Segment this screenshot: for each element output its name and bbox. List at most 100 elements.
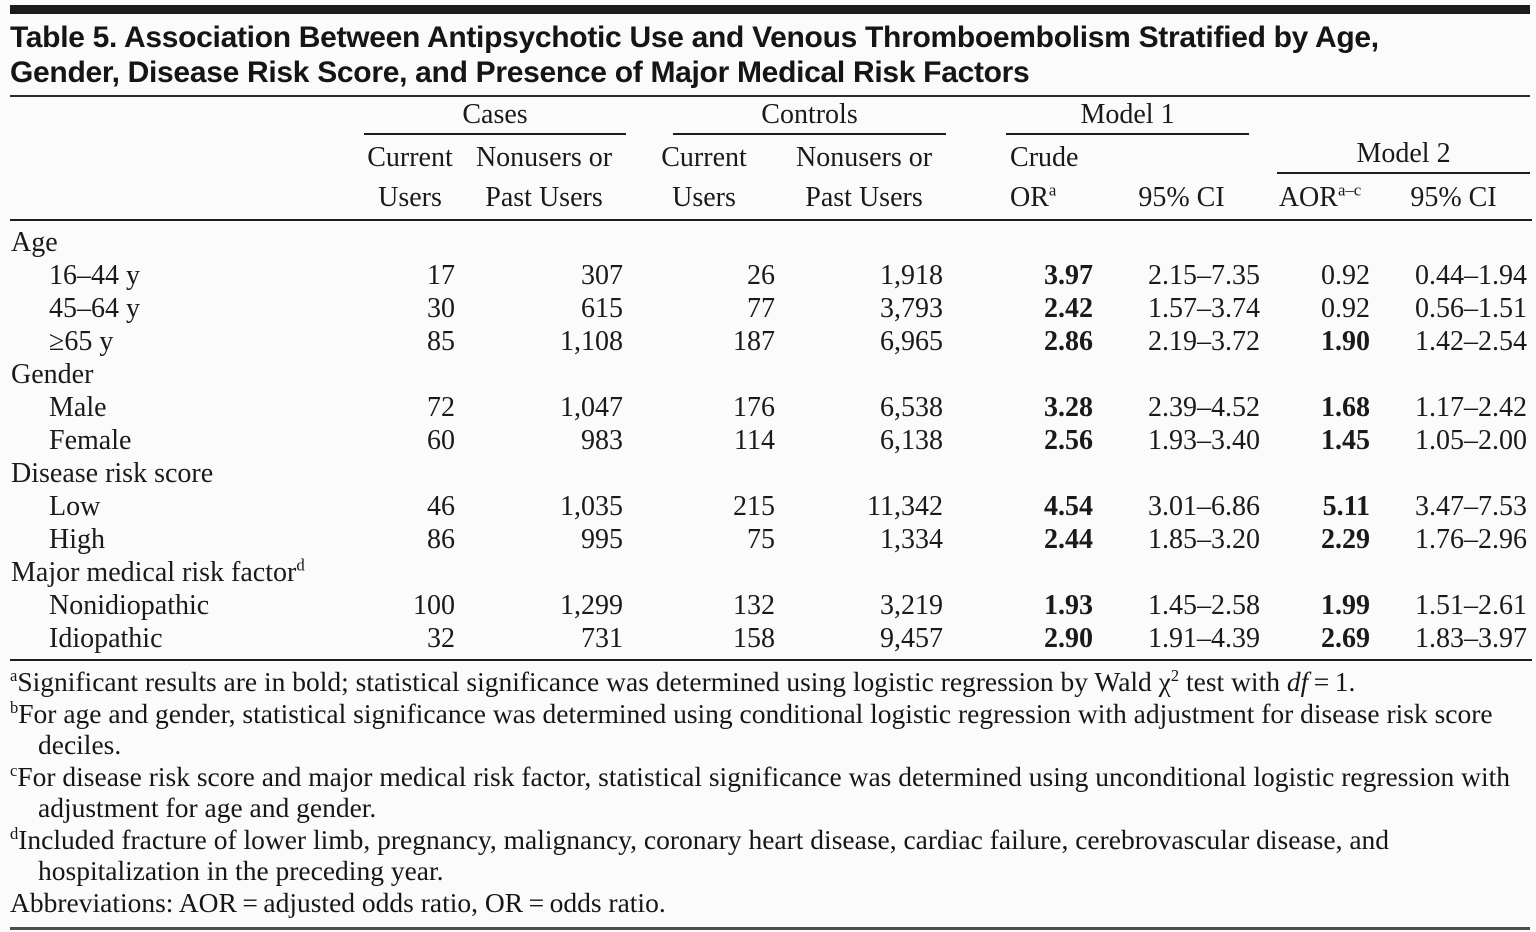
footnote-superscript: d [10,823,19,843]
data-cell: 3.01–6.86 [1148,491,1261,522]
col-header-cases-current-2: Users [360,174,460,221]
column-group-model1: Model 1 [948,97,1265,135]
column-group-controls: Controls [628,97,948,135]
col-header-controls-current: Current [661,142,747,173]
or-label: OR [1010,182,1049,213]
data-cell: 4.54 [1044,491,1094,522]
data-cell: 3.97 [1044,260,1094,291]
data-cell: 26 [747,260,776,291]
data-cell: 1,035 [560,491,624,522]
footnote-marker-a: a [1048,180,1057,200]
col-header-cases-nonusers: Nonusers or [475,142,613,173]
col-header-ci-model1: 95% CI [1098,174,1266,221]
cases-label: Cases [462,99,528,130]
data-cell: 1,334 [880,524,944,555]
data-cell: 1.42–2.54 [1415,326,1528,357]
table-row: 16–44 y 17 307 26 1,918 3.97 2.15–7.35 0.92 0.44… [10,259,1532,292]
data-cell: 2.29 [1321,524,1371,555]
row-group-label: Age [11,227,58,258]
data-cell: 3,219 [880,590,944,621]
data-cell: 3.47–7.53 [1415,491,1528,522]
data-cell: 0.92 [1321,260,1371,291]
footnote-line: bFor age and gender, statistical signifi… [10,697,1493,761]
data-cell: 1,108 [560,326,624,357]
table-row: Nonidiopathic 100 1,299 132 3,219 1.93 1.45–2.… [10,589,1532,622]
results-table: Cases Controls Model 1 Current Nonusers … [10,97,1533,661]
table-row: ≥65 y 85 1,108 187 6,965 2.86 2.19–3.72 1.90 1.4… [10,325,1532,358]
stub-header [10,135,360,174]
data-cell: 100 [413,590,455,621]
footnotes: aSignificant results are in bold; statis… [10,666,1532,918]
header-spacer [1098,135,1265,174]
document-page: Table 5. Association Between Antipsychot… [0,5,1536,930]
controls-label: Controls [761,99,858,130]
data-cell: 60 [427,425,455,456]
data-cell: 2.19–3.72 [1148,326,1261,357]
col-header-controls-nonusers-2: Past Users [780,174,949,221]
model1-label: Model 1 [1080,99,1175,130]
col-header-controls-nonusers: Nonusers or [795,142,933,173]
data-cell: 1.85–3.20 [1148,524,1261,555]
data-cell: 75 [747,524,776,555]
data-cell: 5.11 [1322,491,1371,522]
footnote-superscript: a [10,665,18,685]
row-label: High [49,524,105,555]
table-body: Age 16–44 y 17 307 26 1,918 3.97 2.15–7.35 0.92 0… [10,220,1532,660]
col-header-cases-current: Current [367,142,453,173]
title-rule [10,95,1530,97]
table-title: Table 5. Association Between Antipsychot… [10,20,1530,90]
table-row: Idiopathic 32 731 158 9,457 2.90 1.91–4.39 2.69… [10,622,1532,660]
data-cell: 2.42 [1044,293,1094,324]
data-cell: 1.99 [1321,590,1371,621]
data-cell: 30 [427,293,455,324]
footnote-marker-d: d [296,555,305,575]
data-cell: 307 [581,260,624,291]
stub-header [10,97,360,135]
column-group-cases: Cases [360,97,628,135]
col-header-ci-model2: 95% CI [1375,174,1533,221]
data-cell: 77 [747,293,776,324]
footnote-line: Abbreviations: AOR = adjusted odds ratio… [10,886,666,918]
data-cell: 17 [427,260,455,291]
data-cell: 1.17–2.42 [1415,392,1528,423]
data-cell: 615 [581,293,624,324]
row-label: Idiopathic [49,623,163,654]
data-cell: 0.44–1.94 [1415,260,1528,291]
data-cell: 2.69 [1321,623,1371,654]
data-cell: 995 [581,524,624,555]
col-header-crude-or: ORa [948,174,1099,221]
col-header-controls-current-2: Users [628,174,781,221]
row-label: 45–64 y [49,293,140,324]
data-cell: 72 [427,392,455,423]
table-row: Female 60 983 114 6,138 2.56 1.93–3.40 1.45 1.05… [10,424,1532,457]
data-cell: 1.51–2.61 [1415,590,1528,621]
table-title-line1: Table 5. Association Between Antipsychot… [10,21,1379,54]
data-cell: 1.76–2.96 [1415,524,1528,555]
data-cell: 2.39–4.52 [1148,392,1261,423]
data-cell: 3.28 [1044,392,1094,423]
data-cell: 1.93–3.40 [1148,425,1261,456]
data-cell: 6,965 [880,326,944,357]
footnote-superscript: c [10,760,18,780]
col-header-crude: Crude [1010,142,1079,173]
top-rule [10,5,1530,14]
data-cell: 32 [427,623,455,654]
data-cell: 132 [733,590,776,621]
data-cell: 1,299 [560,590,624,621]
data-cell: 3,793 [880,293,944,324]
table-row: Male 72 1,047 176 6,538 3.28 2.39–4.52 1.68 1.17… [10,391,1532,424]
row-label: ≥65 y [49,326,114,357]
header-spacer [1265,97,1532,135]
data-cell: 1.57–3.74 [1148,293,1261,324]
data-cell: 2.90 [1044,623,1094,654]
footnote-line: dIncluded fracture of lower limb, pregna… [10,823,1390,887]
header-group-row: Cases Controls Model 1 [10,97,1532,135]
data-cell: 2.56 [1044,425,1094,456]
data-cell: 1.83–3.97 [1415,623,1528,654]
data-cell: 158 [733,623,776,654]
header-subrow-1: Current Nonusers or Current Nonusers or … [10,135,1532,174]
row-label: Low [49,491,101,522]
data-cell: 176 [733,392,776,423]
model2-label: Model 2 [1356,138,1451,169]
aor-label: AOR [1278,182,1338,213]
